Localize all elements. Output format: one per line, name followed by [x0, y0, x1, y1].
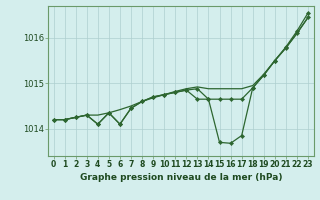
X-axis label: Graphe pression niveau de la mer (hPa): Graphe pression niveau de la mer (hPa) [80, 173, 282, 182]
